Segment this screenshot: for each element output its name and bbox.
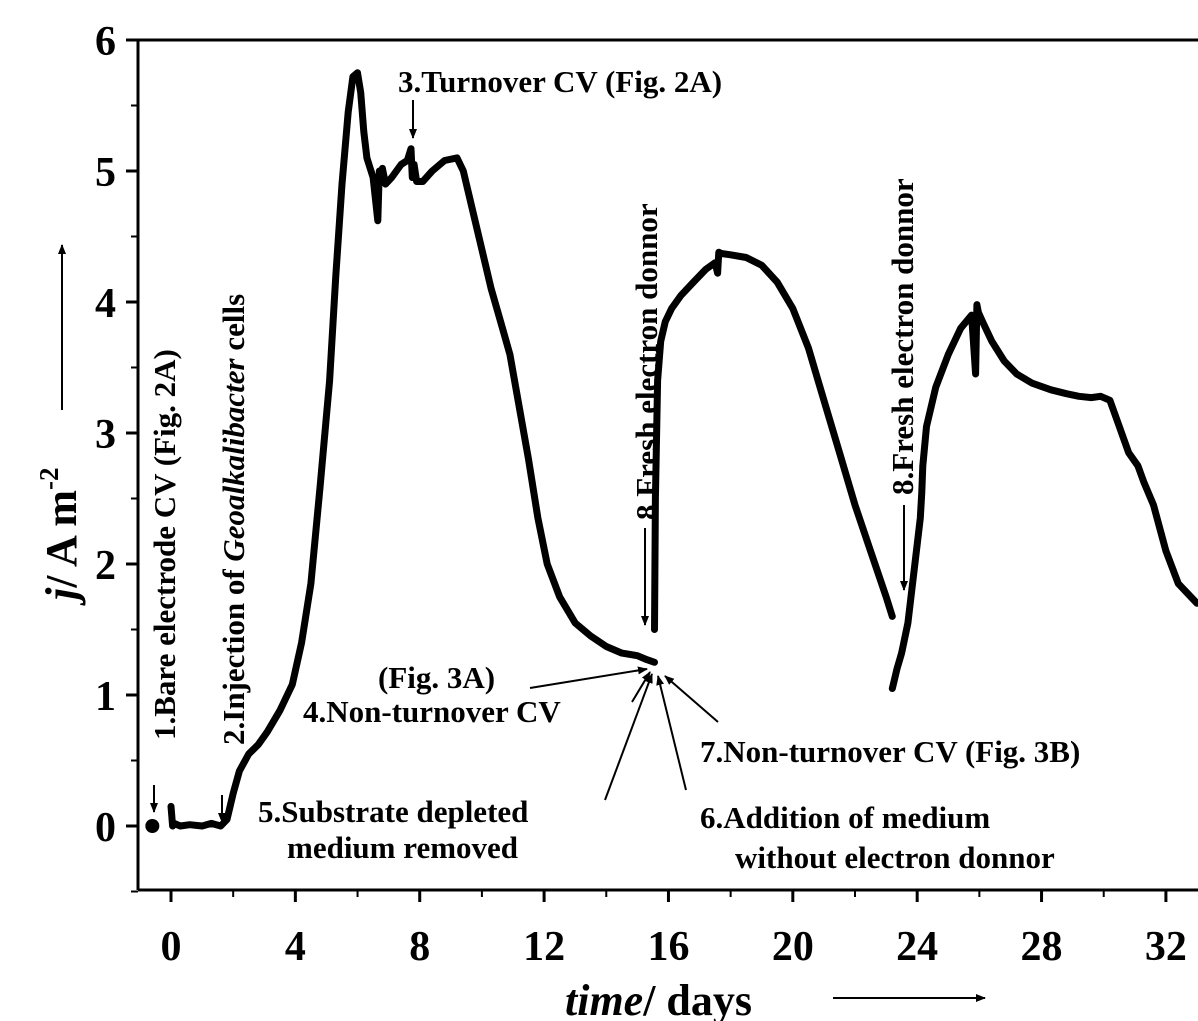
- x-tick-label: 32: [1145, 924, 1187, 970]
- x-tick-label: 12: [523, 924, 565, 970]
- series-line-3: [888, 301, 1198, 692]
- y-axis-title-rest: / A m: [37, 490, 86, 589]
- annotation-injection-italic: Geoalkalibacter: [216, 357, 251, 561]
- annotation-injection-post: cells: [216, 294, 251, 359]
- annotation-bare-electrode-cv: 1.Bare electrode CV (Fig. 2A): [147, 349, 182, 740]
- y-tick-label: 4: [95, 281, 116, 327]
- start-marker: [145, 819, 160, 833]
- annotation-arrow-6: [656, 675, 687, 791]
- annotation-non-turnover-cv: 4.Non-turnover CV: [303, 694, 561, 729]
- annotation-turnover-cv: 3.Turnover CV (Fig. 2A): [398, 64, 722, 99]
- series-line-2: [651, 248, 896, 633]
- y-tick-label: 6: [95, 19, 116, 65]
- annotation-substrate-depleted: 5.Substrate depleted: [258, 794, 528, 829]
- y-tick-label: 0: [95, 805, 116, 851]
- y-tick-label: 3: [95, 412, 116, 458]
- annotation-fresh-electron-donnor-1: 8.Fresh electron donnor: [629, 203, 664, 520]
- series-group: [145, 69, 1198, 833]
- series-line-1: [167, 69, 658, 830]
- annotation-without-electron-donnor: without electron donnor: [735, 840, 1055, 875]
- y-axis-title: j/ A m-2: [34, 467, 86, 606]
- annotation-injection: 2.Injection of Geoalkalibacter cells: [216, 294, 251, 745]
- x-tick-label: 16: [647, 924, 689, 970]
- x-axis-title-rest: / days: [642, 976, 752, 1021]
- y-tick-label: 1: [95, 674, 116, 720]
- x-tick-label: 8: [409, 924, 430, 970]
- annotation-arrow-7: [664, 675, 719, 723]
- x-tick-label: 20: [772, 924, 814, 970]
- annotation-fig-3a: (Fig. 3A): [378, 660, 495, 695]
- y-tick-label: 2: [95, 543, 116, 589]
- x-tick-label: 0: [161, 924, 182, 970]
- y-axis-title-italic: j: [37, 587, 86, 606]
- annotation-arrow-4a: [529, 666, 648, 689]
- annotation-addition-of-medium: 6.Addition of medium: [700, 800, 990, 835]
- x-axis-title-italic: time: [565, 976, 643, 1021]
- y-tick-label: 5: [95, 150, 116, 196]
- x-tick-label: 28: [1021, 924, 1063, 970]
- x-axis-title: time/ days: [565, 976, 752, 1021]
- annotation-arrow-5: [604, 673, 653, 801]
- annotation-non-turnover-cv-3b: 7.Non-turnover CV (Fig. 3B): [700, 734, 1080, 769]
- annotation-medium-removed: medium removed: [287, 830, 518, 865]
- axis-ticks: [126, 38, 1168, 902]
- y-axis-title-sup: -2: [34, 467, 64, 490]
- annotation-injection-pre: 2.Injection of: [216, 562, 251, 745]
- x-tick-label: 4: [285, 924, 306, 970]
- annotation-fresh-electron-donnor-2: 8.Fresh electron donnor: [885, 178, 920, 495]
- x-tick-label: 24: [896, 924, 938, 970]
